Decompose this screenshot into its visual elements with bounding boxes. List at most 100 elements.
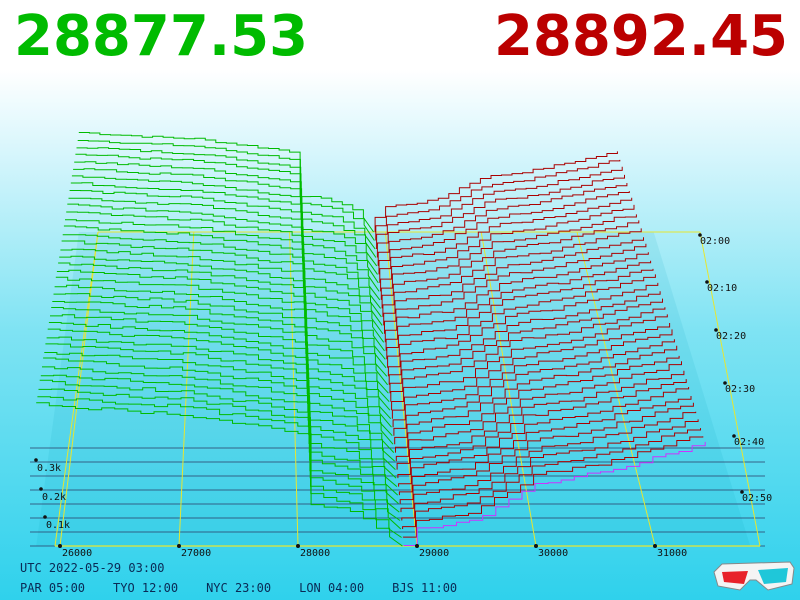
price-grid-line [178, 231, 195, 547]
bid-depth-line [44, 352, 398, 487]
ask-depth-line [378, 191, 630, 275]
ask-depth-line [398, 387, 690, 487]
ask-depth-line [402, 428, 701, 529]
price-tick-label: 26000 [62, 548, 92, 559]
bid-depth-line [59, 255, 388, 377]
bid-depth-lines [36, 132, 403, 547]
ask-depth-line [394, 345, 678, 445]
bid-depth-line [38, 388, 402, 530]
time-tick-mark [698, 233, 702, 237]
ask-depth-line [376, 166, 623, 249]
ask-depth-line [400, 411, 697, 513]
bid-depth-line [50, 314, 394, 445]
ask-depth-line [383, 237, 644, 326]
price-tick-mark [177, 544, 181, 548]
bid-depth-line [73, 168, 378, 275]
volume-tick-label: 0.2k [42, 492, 66, 503]
bid-depth-line [63, 225, 385, 343]
time-tick-mark [732, 434, 736, 438]
ask-depth-line [396, 370, 685, 470]
ask-depth-line [388, 291, 661, 385]
bid-depth-line [67, 203, 382, 318]
time-tick-label: 02:40 [734, 437, 764, 448]
utc-time: UTC 2022-05-29 03:00 [20, 561, 165, 575]
ask-depth-line [395, 361, 682, 462]
ask-depth-line [390, 307, 666, 402]
bid-depth-line [70, 182, 380, 292]
left-axis [54, 231, 99, 547]
time-tick-label: 02:10 [707, 283, 737, 294]
bid-depth-line [45, 343, 397, 479]
time-tick-mark [740, 490, 744, 494]
ask-depth-line [391, 314, 668, 411]
bid-depth-line [48, 322, 395, 453]
ask-depth-line [381, 220, 640, 309]
bid-depth-line [39, 379, 401, 521]
bid-depth-line [66, 211, 383, 326]
price-tick-label: 28000 [300, 548, 330, 559]
price-tick-label: 31000 [657, 548, 687, 559]
bid-depth-line [65, 219, 384, 335]
price-tick-mark [415, 544, 419, 548]
bid-depth-line [53, 293, 392, 420]
bid-depth-line [43, 357, 399, 496]
time-tick-label: 02:20 [716, 331, 746, 342]
ask-depth-lines [374, 151, 706, 546]
time-tick-label: 02:30 [725, 384, 755, 395]
bid-depth-line [71, 175, 379, 284]
volume-tick-label: 0.3k [37, 463, 61, 474]
time-tick-label: 02:00 [700, 236, 730, 247]
volume-tick-mark [39, 487, 43, 491]
bid-depth-line [77, 140, 375, 241]
timezone-list: PAR 05:00 TYO 12:00 NYC 23:00 LON 04:00 … [20, 581, 457, 595]
bid-depth-line [46, 336, 396, 470]
ask-depth-line [380, 214, 637, 300]
ask-depth-line [375, 159, 621, 241]
bid-depth-line [52, 301, 392, 428]
zone-nyc: NYC 23:00 [206, 581, 272, 595]
time-tick-mark [723, 381, 727, 385]
ask-depth-line [389, 298, 663, 394]
bid-depth-line [61, 240, 386, 360]
right-axis [699, 231, 761, 547]
ask-depth-line [377, 183, 628, 266]
ask-depth-line [374, 151, 618, 232]
price-tick-mark [58, 544, 62, 548]
zone-bjs: BJS 11:00 [392, 581, 458, 595]
ask-depth-line [385, 260, 652, 351]
bid-depth-line [74, 161, 378, 267]
bid-depth-line [37, 396, 402, 538]
ask-depth-line [386, 268, 654, 360]
bid-depth-line [68, 197, 381, 309]
ask-depth-line [402, 436, 704, 538]
ask-depth-line [397, 379, 687, 479]
chart-background [30, 231, 765, 547]
ask-depth-line [399, 402, 694, 504]
volume-tick-mark [34, 458, 38, 462]
bid-depth-line [51, 307, 393, 437]
bid-depth-line [36, 402, 403, 547]
zone-tyo: TYO 12:00 [113, 581, 179, 595]
ask-price: 28892.45 [493, 4, 788, 69]
time-tick-mark [705, 280, 709, 284]
ask-depth-line [395, 355, 680, 453]
ask-depth-line [384, 243, 647, 334]
ask-depth-line [380, 204, 635, 292]
price-tick-label: 27000 [181, 548, 211, 559]
ask-depth-line [376, 174, 625, 258]
ask-depth-line [403, 441, 706, 546]
zone-lon: LON 04:00 [299, 581, 365, 595]
bid-depth-line [54, 284, 391, 411]
bid-depth-line [42, 366, 399, 504]
3d-glasses-icon[interactable] [712, 558, 796, 594]
price-tick-label: 29000 [419, 548, 449, 559]
price-tick-mark [296, 544, 300, 548]
bid-depth-line [56, 269, 389, 394]
bid-depth-line [40, 374, 400, 513]
bid-depth-line [76, 147, 376, 250]
bid-depth-line [55, 276, 390, 403]
ask-depth-line [392, 329, 673, 428]
ask-depth-line [379, 197, 633, 283]
bid-depth-line [60, 248, 387, 369]
